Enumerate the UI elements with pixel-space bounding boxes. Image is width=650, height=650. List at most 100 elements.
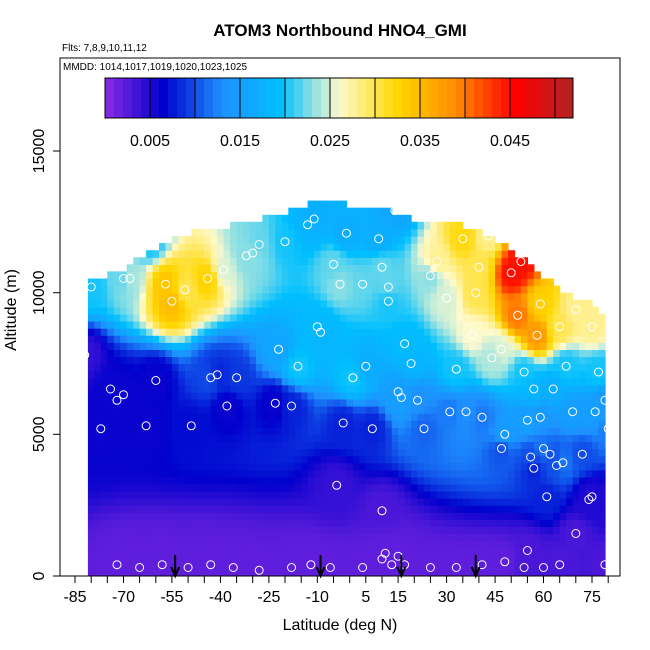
colorbar-cells: [105, 78, 574, 118]
heatmap-cell: [365, 498, 373, 506]
heatmap-cell: [197, 469, 205, 478]
heatmap-cell: [320, 568, 328, 576]
heatmap-cell: [520, 420, 528, 428]
heatmap-cell: [449, 526, 457, 535]
colorbar-cell: [411, 78, 421, 118]
heatmap-cell: [475, 427, 483, 435]
heatmap-cell: [191, 540, 199, 549]
heatmap-cell: [210, 554, 218, 563]
heatmap-cell: [184, 328, 192, 336]
heatmap-cell: [398, 547, 406, 556]
heatmap-cell: [346, 427, 354, 435]
heatmap-cell: [475, 568, 483, 576]
heatmap-cell: [113, 561, 121, 570]
heatmap-cell: [385, 491, 393, 499]
heatmap-cell: [197, 462, 205, 471]
heatmap-cell: [236, 561, 244, 570]
heatmap-cell: [475, 243, 483, 251]
heatmap-cell: [236, 313, 244, 322]
heatmap-cell: [436, 299, 444, 308]
heatmap-cell: [385, 512, 393, 520]
heatmap-cell: [165, 540, 173, 549]
heatmap-cell: [443, 476, 451, 485]
heatmap-cell: [333, 328, 341, 336]
heatmap-cell: [546, 413, 554, 421]
heatmap-cell: [546, 420, 554, 428]
heatmap-cell: [223, 321, 231, 329]
heatmap-cell: [320, 271, 328, 280]
heatmap-cell: [346, 384, 354, 393]
heatmap-cell: [223, 448, 231, 457]
heatmap-cell: [340, 413, 348, 421]
heatmap-cell: [204, 321, 212, 329]
heatmap-cell: [184, 257, 192, 265]
observation-point: [361, 361, 371, 371]
heatmap-cell: [372, 533, 380, 542]
heatmap-cell: [527, 512, 535, 520]
heatmap-cell: [469, 391, 477, 400]
heatmap-cell: [385, 292, 393, 301]
heatmap-cell: [475, 328, 483, 336]
heatmap-cell: [533, 306, 541, 315]
heatmap-cell: [159, 568, 167, 576]
heatmap-cell: [404, 335, 412, 343]
heatmap-cell: [204, 363, 212, 372]
heatmap-cell: [462, 292, 470, 301]
heatmap-cell: [171, 398, 179, 407]
heatmap-cell: [307, 200, 315, 209]
heatmap-cell: [126, 377, 134, 386]
heatmap-cell: [320, 526, 328, 535]
heatmap-cell: [210, 491, 218, 499]
heatmap-cell: [346, 398, 354, 407]
heatmap-cell: [87, 342, 95, 350]
heatmap-cell: [436, 285, 444, 294]
heatmap-cell: [553, 526, 561, 535]
heatmap-cell: [514, 306, 522, 315]
plot-area: [59, 57, 621, 579]
heatmap-cell: [469, 491, 477, 499]
heatmap-cell: [372, 462, 380, 471]
heatmap-cell: [87, 498, 95, 506]
heatmap-cell: [546, 533, 554, 542]
heatmap-cell: [346, 285, 354, 294]
dates-note: MMDD: 1014,1017,1019,1020,1023,1025: [63, 62, 247, 73]
heatmap-cell: [87, 491, 95, 499]
heatmap-cell: [159, 264, 167, 272]
heatmap-cell: [249, 547, 257, 556]
heatmap-cell: [204, 547, 212, 556]
heatmap-cell: [566, 377, 574, 386]
heatmap-cell: [113, 299, 121, 308]
heatmap-cell: [100, 441, 108, 450]
heatmap-cell: [456, 406, 464, 414]
heatmap-cell: [462, 228, 470, 237]
heatmap-cell: [501, 313, 509, 322]
heatmap-cell: [514, 533, 522, 542]
heatmap-cell: [436, 398, 444, 407]
heatmap-cell: [508, 271, 516, 280]
heatmap-cell: [184, 313, 192, 322]
heatmap-cell: [230, 561, 238, 570]
heatmap-cell: [288, 540, 296, 549]
heatmap-cell: [275, 228, 283, 237]
heatmap-cell: [508, 512, 516, 520]
heatmap-cell: [385, 214, 393, 223]
heatmap-cell: [178, 441, 186, 450]
heatmap-cell: [139, 285, 147, 294]
heatmap-cell: [482, 306, 490, 315]
heatmap-cell: [508, 469, 516, 478]
heatmap-cell: [372, 498, 380, 506]
heatmap-cell: [159, 427, 167, 435]
heatmap-cell: [579, 448, 587, 457]
colorbar-cell: [240, 78, 250, 118]
heatmap-cell: [126, 512, 134, 520]
heatmap-cell: [133, 420, 141, 428]
colorbar-cell: [312, 78, 322, 118]
heatmap-cell: [178, 540, 186, 549]
heatmap-cell: [210, 342, 218, 350]
heatmap-cell: [520, 441, 528, 450]
heatmap-cell: [372, 292, 380, 301]
heatmap-cell: [424, 519, 432, 527]
heatmap-cell: [87, 278, 95, 287]
observation-point: [594, 367, 603, 377]
heatmap-cell: [579, 420, 587, 428]
